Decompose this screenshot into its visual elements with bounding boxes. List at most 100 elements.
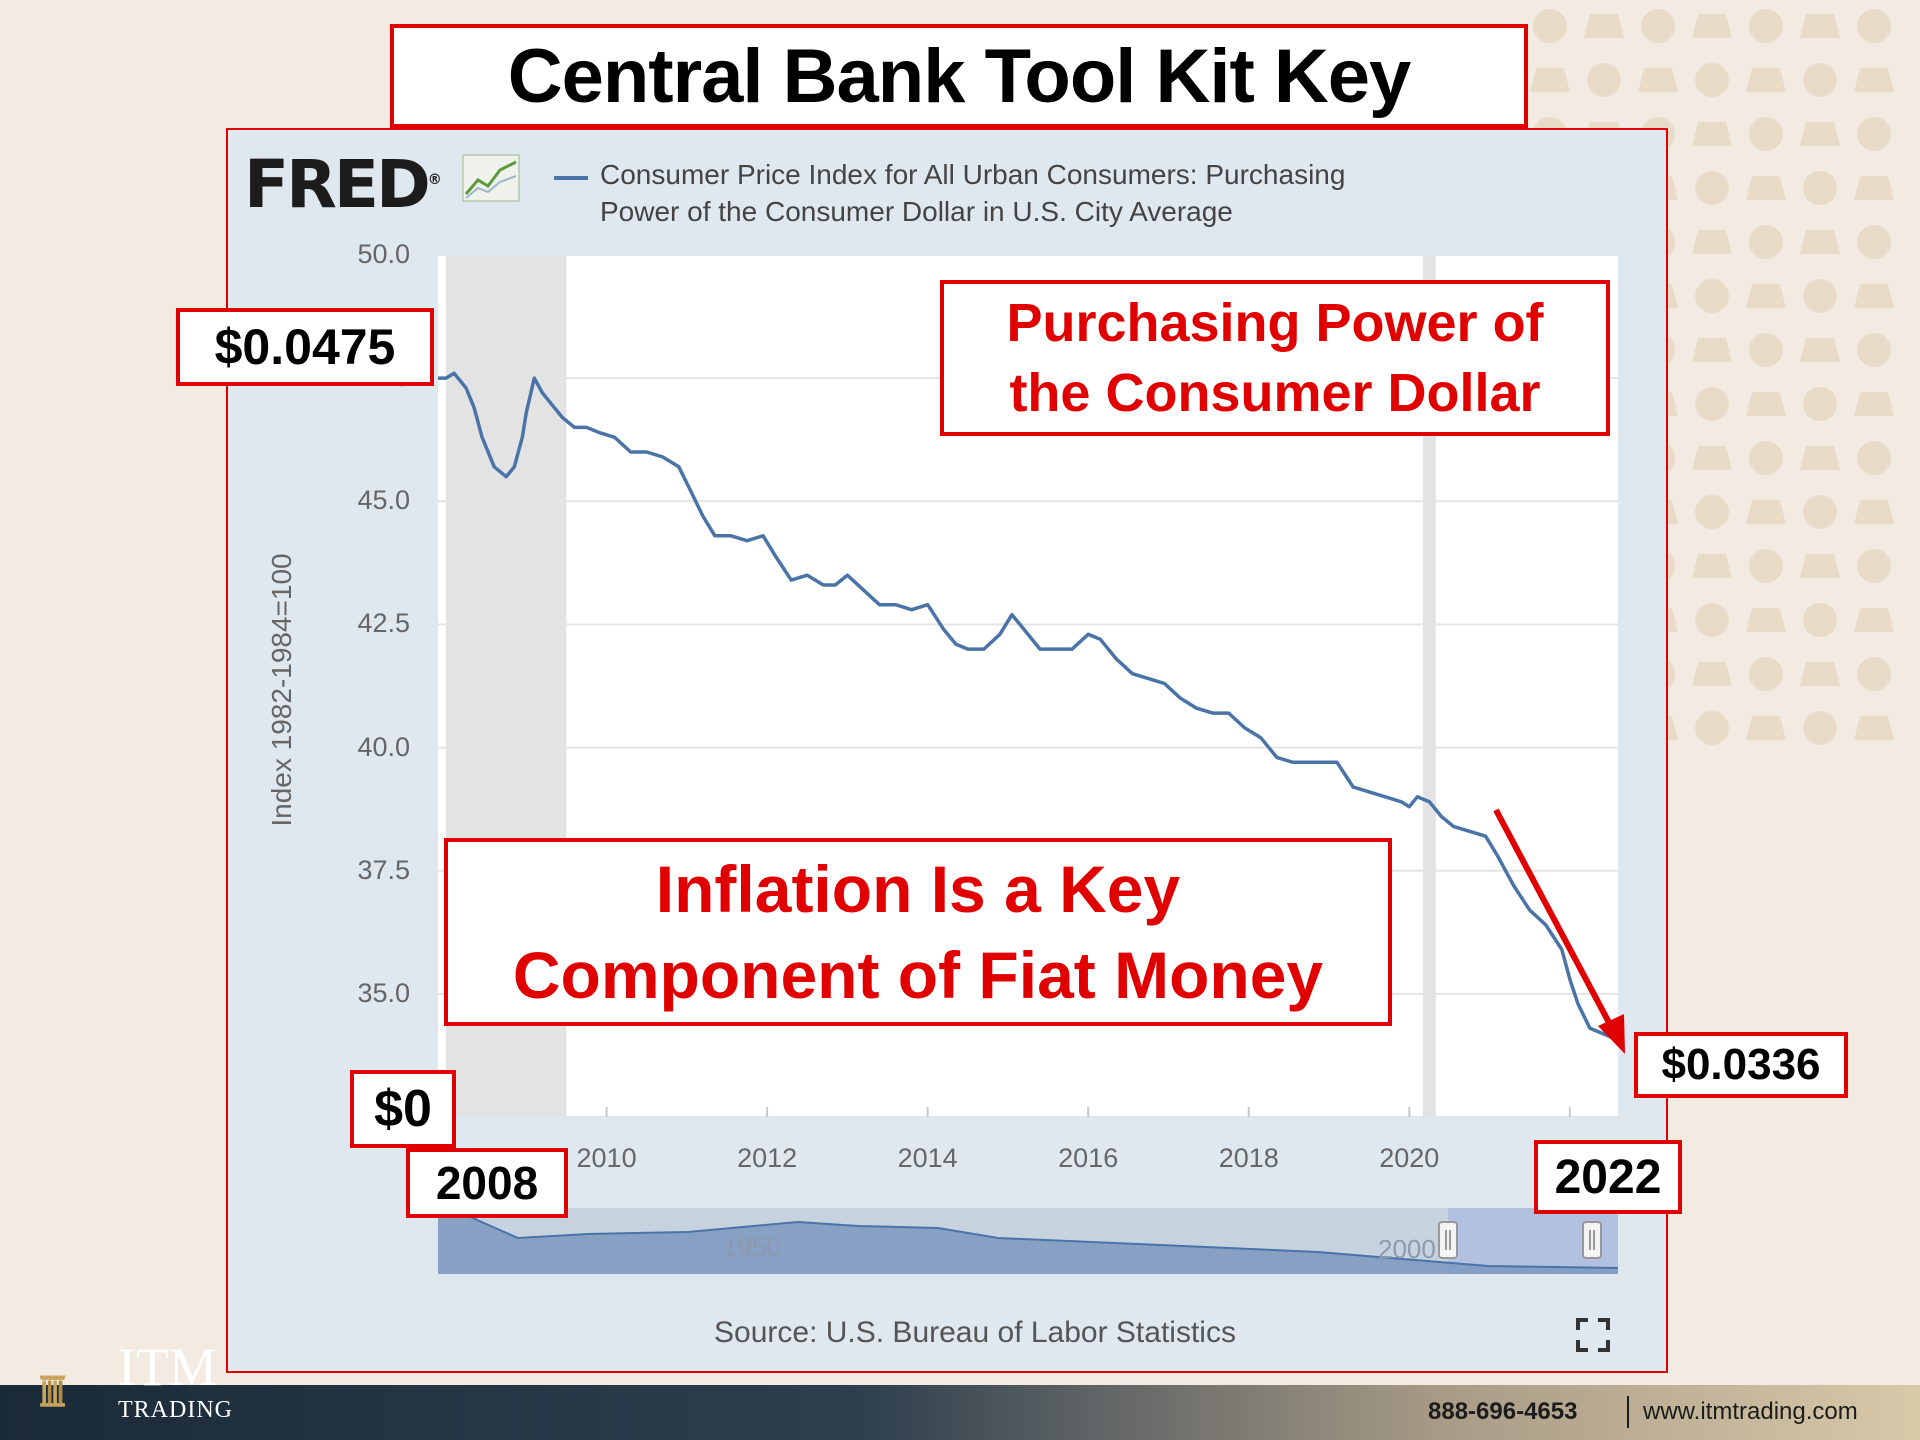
fred-logo[interactable]: FRED® bbox=[244, 146, 442, 223]
decor-shape bbox=[1749, 117, 1783, 151]
navigator-handle-right[interactable] bbox=[1582, 1221, 1602, 1259]
slide-title-box: Central Bank Tool Kit Key bbox=[390, 24, 1528, 128]
decor-shape bbox=[1695, 603, 1729, 637]
source-note: Source: U.S. Bureau of Labor Statistics bbox=[714, 1316, 1236, 1349]
decor-shape bbox=[1638, 68, 1678, 92]
decor-shape bbox=[1746, 608, 1786, 632]
navigator-label-left: 1950 bbox=[723, 1232, 781, 1262]
x-tick-label: 2014 bbox=[897, 1143, 958, 1173]
decor-shape bbox=[1800, 554, 1840, 578]
navigator-handle-left[interactable] bbox=[1438, 1221, 1458, 1259]
decor-shape bbox=[1803, 711, 1837, 745]
range-navigator[interactable]: 1950 2000 bbox=[437, 1207, 1619, 1274]
decor-shape bbox=[1746, 716, 1786, 740]
decor-shape bbox=[1857, 333, 1891, 367]
decor-shape bbox=[1857, 441, 1891, 475]
decor-shape bbox=[1746, 176, 1786, 200]
y-tick-label: 42.5 bbox=[357, 608, 410, 639]
decor-shape bbox=[1695, 495, 1729, 529]
decor-shape bbox=[1692, 230, 1732, 254]
callout-start-year: 2008 bbox=[406, 1148, 568, 1218]
footer-website-link[interactable]: www.itmtrading.com bbox=[1643, 1398, 1858, 1425]
decor-shape bbox=[1803, 171, 1837, 205]
decor-shape bbox=[1692, 554, 1732, 578]
message-line-2: Component of Fiat Money bbox=[512, 938, 1324, 1012]
end-year-text: 2022 bbox=[1554, 1150, 1662, 1204]
series-line bbox=[438, 371, 1615, 1040]
start-value-text: $0.0475 bbox=[214, 319, 396, 375]
end-value-text: $0.0336 bbox=[1661, 1040, 1821, 1089]
itm-brand-sub: TRADING bbox=[118, 1397, 233, 1423]
decor-shape bbox=[1749, 657, 1783, 691]
itm-brand: ITM bbox=[118, 1337, 217, 1397]
navigator-line bbox=[437, 1207, 1619, 1269]
y-tick-label: 40.0 bbox=[357, 731, 410, 762]
decor-shape bbox=[1800, 338, 1840, 362]
line-chart-icon bbox=[462, 154, 520, 202]
decor-shape bbox=[1803, 603, 1837, 637]
callout-chart-label: Purchasing Power of the Consumer Dollar bbox=[940, 280, 1610, 436]
decor-shape bbox=[1695, 279, 1729, 313]
decor-shape bbox=[1692, 14, 1732, 38]
decor-shape bbox=[1746, 500, 1786, 524]
decor-shape bbox=[1695, 63, 1729, 97]
y-axis-label: Index 1982-1984=100 bbox=[266, 553, 297, 827]
decor-shape bbox=[1530, 68, 1570, 92]
recession-band bbox=[1422, 255, 1436, 1117]
decor-shape bbox=[1749, 441, 1783, 475]
x-tick-label: 2018 bbox=[1218, 1143, 1279, 1173]
y-tick-label: 45.0 bbox=[357, 485, 410, 516]
x-tick-label: 2016 bbox=[1058, 1143, 1119, 1173]
start-year-text: 2008 bbox=[435, 1157, 539, 1209]
navigator-area bbox=[438, 1208, 1618, 1274]
footer-phone[interactable]: 888-696-4653 bbox=[1428, 1398, 1578, 1425]
callout-end-year: 2022 bbox=[1534, 1140, 1682, 1214]
legend-swatch bbox=[554, 176, 588, 180]
decor-shape bbox=[1695, 711, 1729, 745]
decor-shape bbox=[1800, 446, 1840, 470]
y-tick-label: 35.0 bbox=[357, 977, 410, 1008]
decor-shape bbox=[1746, 68, 1786, 92]
decor-shape bbox=[1692, 662, 1732, 686]
decor-shape bbox=[1749, 9, 1783, 43]
zero-value-text: $0 bbox=[374, 1080, 432, 1138]
decor-shape bbox=[1746, 392, 1786, 416]
decor-shape bbox=[1695, 387, 1729, 421]
decor-shape bbox=[1854, 68, 1894, 92]
decor-shape bbox=[1854, 500, 1894, 524]
legend-label: Consumer Price Index for All Urban Consu… bbox=[600, 159, 1346, 227]
x-tick-label: 2010 bbox=[576, 1143, 637, 1173]
decor-shape bbox=[1803, 279, 1837, 313]
decor-shape bbox=[1854, 716, 1894, 740]
decor-shape bbox=[1587, 63, 1621, 97]
decor-shape bbox=[1749, 225, 1783, 259]
decor-shape bbox=[1695, 171, 1729, 205]
trend-arrow bbox=[1493, 808, 1625, 1054]
x-tick-label: 2020 bbox=[1379, 1143, 1440, 1173]
decor-shape bbox=[1533, 9, 1567, 43]
decor-shape bbox=[1749, 549, 1783, 583]
decor-shape bbox=[1857, 9, 1891, 43]
decor-shape bbox=[1854, 392, 1894, 416]
decor-shape bbox=[1803, 63, 1837, 97]
decor-shape bbox=[1584, 14, 1624, 38]
decor-shape bbox=[1803, 495, 1837, 529]
decor-shape bbox=[1692, 338, 1732, 362]
footer-bar bbox=[0, 1385, 1920, 1440]
decor-shape bbox=[1854, 284, 1894, 308]
expand-icon[interactable] bbox=[1576, 1318, 1610, 1352]
decor-shape bbox=[1854, 176, 1894, 200]
navigator-label-right: 2000 bbox=[1378, 1234, 1436, 1264]
decor-shape bbox=[1692, 122, 1732, 146]
decor-shape bbox=[1800, 122, 1840, 146]
decor-shape bbox=[1857, 225, 1891, 259]
itm-column-logo bbox=[39, 1375, 66, 1407]
decor-shape bbox=[1749, 333, 1783, 367]
decor-shape bbox=[1803, 387, 1837, 421]
navigator-sparkline: 1950 2000 bbox=[437, 1207, 1619, 1274]
decor-shape bbox=[1800, 14, 1840, 38]
footer-divider bbox=[1627, 1396, 1629, 1428]
registered-mark: ® bbox=[427, 172, 442, 188]
callout-start-value: $0.0475 bbox=[176, 308, 434, 386]
decor-shape bbox=[1800, 662, 1840, 686]
